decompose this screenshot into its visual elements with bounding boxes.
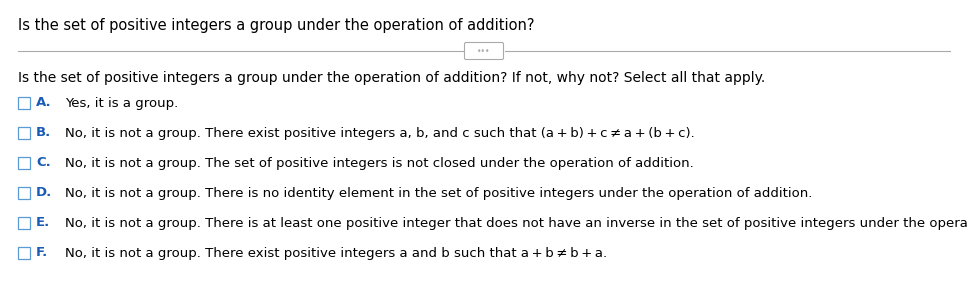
Bar (18, 157, 30, 169)
Text: F.: F. (36, 247, 48, 259)
Text: Is the set of positive integers a group under the operation of addition? If not,: Is the set of positive integers a group … (18, 71, 766, 85)
Text: Yes, it is a group.: Yes, it is a group. (65, 97, 178, 110)
Bar (18, 97, 30, 109)
Text: A.: A. (36, 97, 51, 110)
Bar (18, 217, 30, 229)
Text: No, it is not a group. The set of positive integers is not closed under the oper: No, it is not a group. The set of positi… (65, 157, 694, 169)
Text: No, it is not a group. There exist positive integers a, b, and c such that (a + : No, it is not a group. There exist posit… (65, 126, 695, 139)
Text: No, it is not a group. There is no identity element in the set of positive integ: No, it is not a group. There is no ident… (65, 187, 812, 200)
Text: E.: E. (36, 216, 50, 229)
Bar (18, 187, 30, 199)
Bar (18, 127, 30, 139)
Text: D.: D. (36, 187, 52, 200)
Bar (18, 247, 30, 259)
Text: No, it is not a group. There exist positive integers a and b such that a + b ≠ b: No, it is not a group. There exist posit… (65, 247, 607, 259)
FancyBboxPatch shape (465, 42, 503, 60)
Text: C.: C. (36, 157, 50, 169)
Text: •••: ••• (477, 46, 491, 55)
Text: No, it is not a group. There is at least one positive integer that does not have: No, it is not a group. There is at least… (65, 216, 968, 229)
Text: Is the set of positive integers a group under the operation of addition?: Is the set of positive integers a group … (18, 18, 534, 33)
Text: B.: B. (36, 126, 51, 139)
